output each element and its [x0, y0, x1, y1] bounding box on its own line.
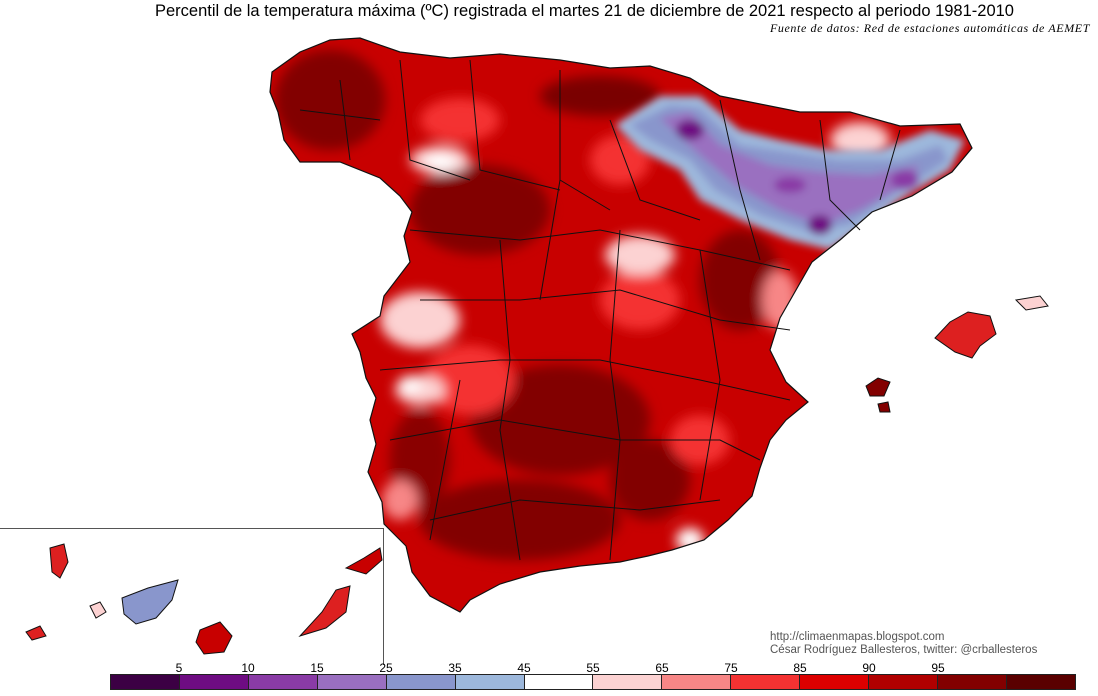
- legend-swatch: [662, 675, 732, 689]
- el-hierro: [25, 625, 47, 641]
- balearic-islands: [865, 295, 1049, 413]
- legend-tick-label: 75: [724, 661, 738, 675]
- mallorca: [934, 311, 997, 359]
- legend-swatch: [731, 675, 801, 689]
- legend-swatch: [524, 675, 594, 689]
- legend-tick-label: 95: [931, 661, 945, 675]
- peninsula: [269, 37, 973, 613]
- color-legend: [110, 674, 1076, 690]
- ibiza: [865, 377, 891, 397]
- formentera: [877, 401, 891, 413]
- map-title: Percentil de la temperatura máxima (ºC) …: [155, 2, 1014, 20]
- la-gomera: [89, 601, 107, 619]
- fuerteventura: [298, 585, 351, 638]
- province-borders: [299, 59, 901, 561]
- credit-url: http://climaenmapas.blogspot.com: [770, 631, 945, 643]
- tenerife: [121, 579, 179, 625]
- legend-swatch: [938, 675, 1007, 689]
- legend-tick-label: 55: [586, 661, 600, 675]
- peninsula-coast: [269, 37, 973, 613]
- legend-tick-label: 45: [517, 661, 531, 675]
- legend-swatch: [1006, 675, 1075, 689]
- legend-tick-label: 35: [448, 661, 462, 675]
- legend-swatch: [800, 675, 870, 689]
- gran-canaria: [195, 621, 233, 655]
- data-source: Fuente de datos: Red de estaciones autom…: [769, 21, 1090, 35]
- credit-author: César Rodríguez Ballesteros, twitter: @c…: [770, 644, 1038, 656]
- legend-tick-label: 90: [862, 661, 876, 675]
- legend-swatch: [248, 675, 318, 689]
- legend-swatch: [869, 675, 939, 689]
- legend-swatch: [111, 675, 180, 689]
- legend-tick-label: 85: [793, 661, 807, 675]
- legend-swatch: [179, 675, 249, 689]
- canary-islands: [25, 543, 383, 655]
- legend-tick-label: 65: [655, 661, 669, 675]
- legend-tick-label: 25: [379, 661, 393, 675]
- menorca: [1014, 295, 1049, 311]
- lanzarote: [344, 547, 383, 575]
- legend-tick-label: 15: [310, 661, 324, 675]
- la-palma: [49, 543, 69, 579]
- legend-tick-label: 10: [241, 661, 255, 675]
- legend-swatch: [455, 675, 525, 689]
- canary-inset-frame: [0, 528, 384, 665]
- legend-tick-label: 5: [175, 661, 183, 675]
- legend-swatch: [386, 675, 456, 689]
- legend-swatch: [317, 675, 387, 689]
- legend-swatch: [593, 675, 663, 689]
